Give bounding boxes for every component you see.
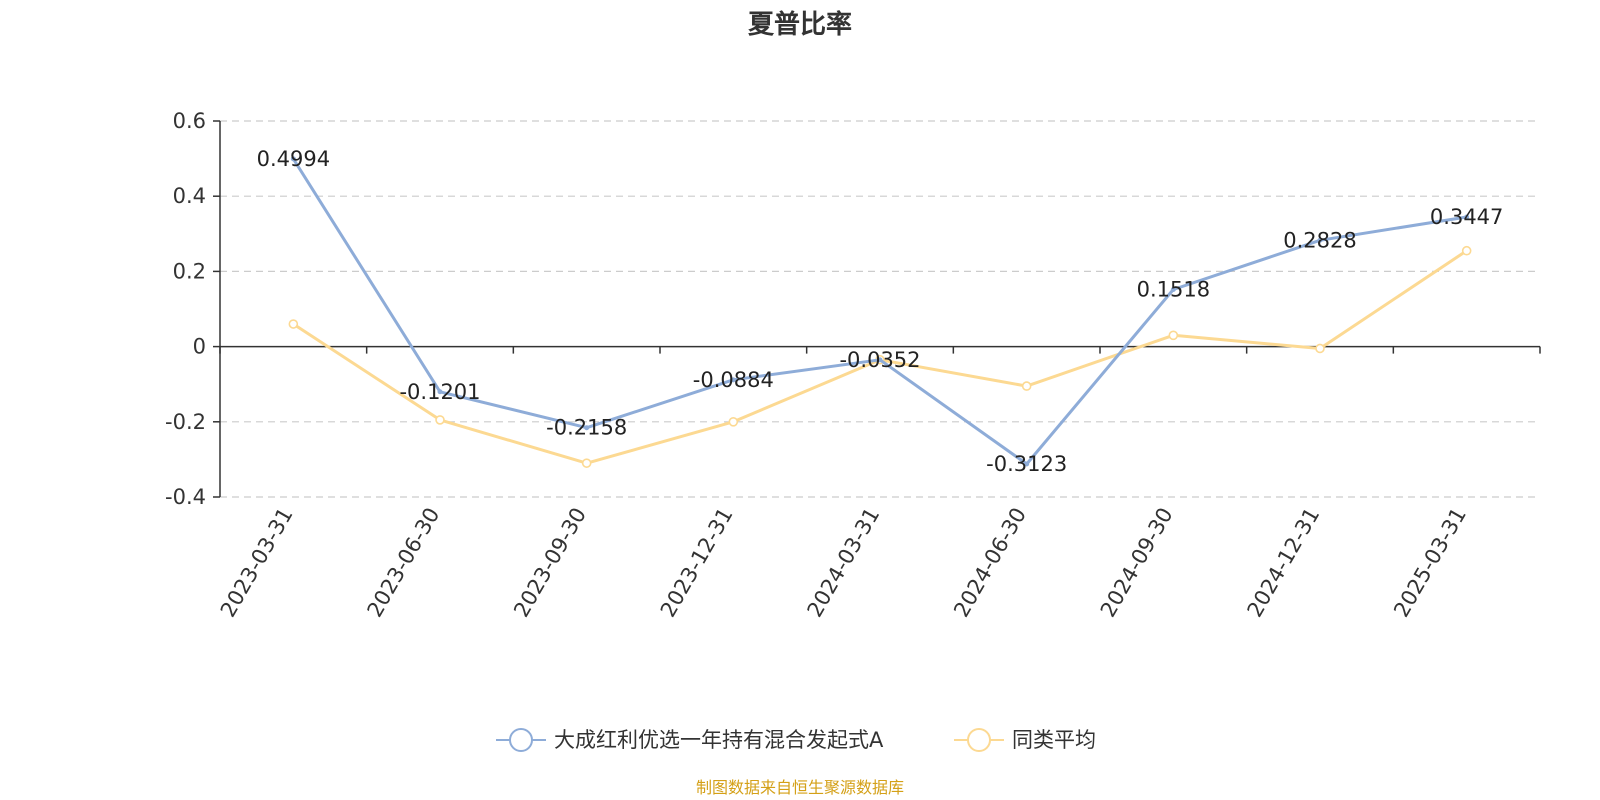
data-point-fund[interactable] xyxy=(1317,237,1323,243)
data-point-fund[interactable] xyxy=(290,156,296,162)
data-point-fund[interactable] xyxy=(1464,214,1470,220)
data-point-fund[interactable] xyxy=(1170,287,1176,293)
data-point-peer-average[interactable] xyxy=(435,415,445,425)
data-point-peer-average[interactable] xyxy=(1021,381,1032,391)
series-group xyxy=(288,156,1472,468)
legend-circle-icon xyxy=(509,728,533,752)
data-label: 0.2828 xyxy=(1283,228,1356,252)
y-tick-label: 0 xyxy=(193,335,206,359)
series-line-fund xyxy=(292,158,1467,466)
x-tick-label: 2025-03-31 xyxy=(1389,504,1471,622)
x-tick-label: 2023-12-31 xyxy=(656,504,738,622)
data-point-peer-average[interactable] xyxy=(581,458,592,468)
x-tick-label: 2023-03-31 xyxy=(216,504,298,622)
legend[interactable]: 大成红利优选一年持有混合发起式A 同类平均 xyxy=(496,728,1096,752)
data-label: -0.3123 xyxy=(986,452,1067,476)
x-tick-label: 2024-12-31 xyxy=(1243,504,1325,622)
legend-item-peer-average[interactable]: 同类平均 xyxy=(954,728,1096,752)
data-label: -0.2158 xyxy=(546,416,627,440)
data-point-peer-average[interactable] xyxy=(728,416,739,427)
x-tick-label: 2023-09-30 xyxy=(509,504,591,622)
legend-label: 同类平均 xyxy=(1012,728,1096,752)
x-tick-label: 2024-03-31 xyxy=(803,504,885,622)
legend-label: 大成红利优选一年持有混合发起式A xyxy=(554,728,884,752)
data-label: -0.0352 xyxy=(839,348,920,372)
y-tick-label: -0.2 xyxy=(165,410,206,434)
y-tick-label: 0.6 xyxy=(173,109,206,133)
data-label: 0.1518 xyxy=(1137,278,1210,302)
y-tick-label: 0.4 xyxy=(173,184,206,208)
data-point-peer-average[interactable] xyxy=(1315,343,1325,354)
data-label: 0.4994 xyxy=(257,147,330,171)
data-point-peer-average[interactable] xyxy=(1168,330,1179,341)
chart-title: 夏普比率 xyxy=(748,9,852,40)
data-point-fund[interactable] xyxy=(730,377,736,383)
x-tick-label: 2024-06-30 xyxy=(949,504,1031,622)
data-point-fund[interactable] xyxy=(877,357,883,363)
x-tick-label: 2024-09-30 xyxy=(1096,504,1178,622)
x-tick-label: 2023-06-30 xyxy=(363,504,445,622)
data-label: -0.0884 xyxy=(693,368,774,392)
data-label: 0.3447 xyxy=(1430,205,1503,229)
source-note: 制图数据来自恒生聚源数据库 xyxy=(696,778,904,797)
grid-lines xyxy=(220,120,1540,498)
data-point-fund[interactable] xyxy=(1024,461,1030,467)
data-point-fund[interactable] xyxy=(437,389,443,395)
data-labels: 0.4994 -0.1201 -0.2158 -0.0884 -0.0352 -0.312… xyxy=(257,147,1504,476)
data-point-peer-average[interactable] xyxy=(288,319,299,329)
y-tick-label: 0.2 xyxy=(173,259,206,283)
data-point-peer-average[interactable] xyxy=(1461,245,1472,256)
legend-item-fund[interactable]: 大成红利优选一年持有混合发起式A xyxy=(496,728,884,752)
data-label: -0.1201 xyxy=(399,380,480,404)
y-tick-label: -0.4 xyxy=(165,485,206,509)
data-point-fund[interactable] xyxy=(584,425,590,431)
legend-circle-icon xyxy=(967,728,991,752)
